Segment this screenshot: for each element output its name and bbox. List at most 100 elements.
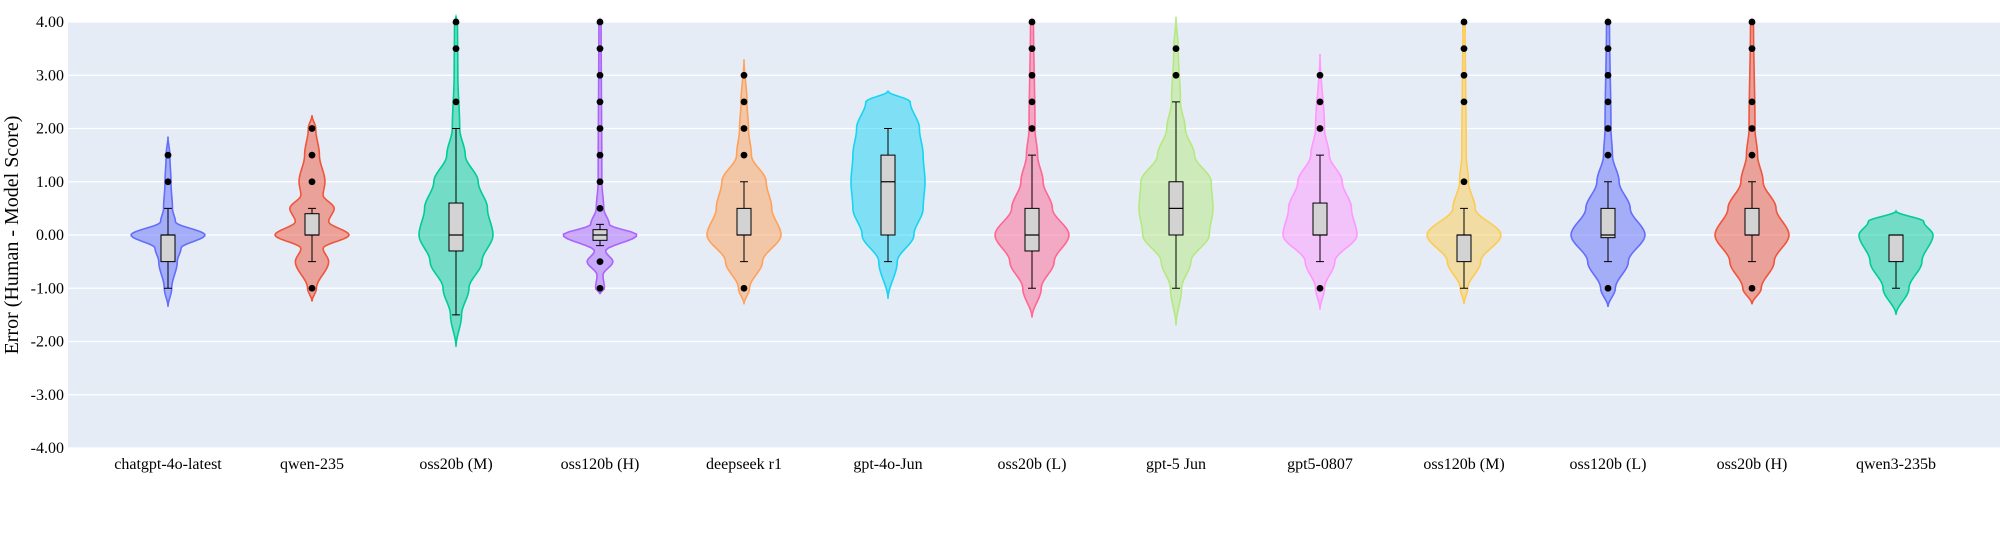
box-iqr [1024, 207, 1040, 252]
outlier-point [452, 98, 460, 106]
x-tick-label: deepseek r1 [706, 456, 782, 473]
violin-group [1570, 17, 1646, 308]
box-iqr [736, 207, 752, 236]
violin-group [1426, 17, 1502, 305]
violin-group [418, 13, 494, 347]
outlier-point [1316, 125, 1324, 132]
box-iqr [1744, 207, 1760, 236]
x-tick-label: oss20b (M) [419, 456, 492, 473]
x-tick-label: gpt5-0807 [1287, 456, 1353, 473]
box-iqr [304, 213, 320, 236]
y-tick-label: 2.00 [36, 121, 64, 138]
outlier-point [1748, 151, 1756, 159]
outlier-point [740, 71, 748, 79]
outlier-point [1604, 71, 1612, 79]
outlier-point [596, 45, 604, 53]
box-iqr [880, 154, 896, 236]
outlier-point [1028, 45, 1036, 53]
outlier-point [1748, 18, 1756, 26]
x-tick-label: oss20b (L) [998, 456, 1067, 473]
outlier-point [596, 178, 604, 186]
outlier-point [1604, 18, 1612, 26]
x-tick-label: oss120b (H) [561, 456, 640, 473]
outlier-point [596, 125, 604, 132]
box-iqr [1456, 234, 1472, 263]
outlier-point [1028, 71, 1036, 79]
box-iqr [448, 202, 464, 252]
outlier-point [1460, 18, 1468, 26]
outlier-point [452, 18, 460, 26]
violin-group [850, 90, 926, 299]
violin-group [274, 115, 350, 302]
violin-group [130, 136, 206, 307]
x-tick-label: qwen-235 [280, 456, 344, 473]
outlier-point [740, 284, 748, 292]
outlier-point [596, 204, 604, 212]
outlier-point [1460, 71, 1468, 79]
outlier-point [308, 178, 316, 186]
outlier-point [596, 258, 604, 266]
violins [130, 13, 1934, 347]
outlier-point [740, 125, 748, 132]
outlier-point [1460, 178, 1468, 186]
box-iqr [1888, 234, 1904, 263]
outlier-point [1172, 71, 1180, 79]
violin-group [994, 17, 1070, 318]
outlier-point [1604, 125, 1612, 132]
y-axis-title: Error (Human - Model Score) [1, 116, 23, 355]
x-tick-label: qwen3-235b [1856, 456, 1936, 473]
outlier-point [308, 284, 316, 292]
box-iqr [1600, 207, 1616, 239]
box-iqr [160, 234, 176, 263]
violin-group [562, 17, 638, 295]
y-tick-label: 1.00 [36, 174, 64, 191]
violin-group [1714, 17, 1790, 305]
outlier-point [1748, 284, 1756, 292]
outlier-point [164, 178, 172, 186]
outlier-point [164, 151, 172, 159]
outlier-point [1604, 284, 1612, 292]
y-axis-ticks: -4.00 -3.00 -2.00 -1.00 0.00 1.00 2.00 3.00 4.00 [31, 14, 64, 457]
box-iqr [1312, 202, 1328, 236]
y-tick-label: 3.00 [36, 67, 64, 84]
outlier-point [740, 151, 748, 159]
outlier-point [1028, 125, 1036, 132]
x-tick-label: gpt-4o-Jun [853, 456, 922, 473]
outlier-point [1604, 151, 1612, 159]
y-tick-label: 4.00 [36, 14, 64, 31]
outlier-point [1316, 98, 1324, 106]
y-tick-label: -2.00 [31, 334, 64, 351]
outlier-point [596, 151, 604, 159]
violin-group [1282, 53, 1358, 310]
x-axis-ticks: chatgpt-4o-latest qwen-235 oss20b (M) oss12… [114, 456, 1936, 473]
outlier-point [1172, 45, 1180, 53]
y-tick-label: -1.00 [31, 280, 64, 297]
outlier-point [740, 98, 748, 106]
outlier-point [596, 98, 604, 106]
outlier-point [308, 151, 316, 159]
outlier-point [1316, 71, 1324, 79]
outlier-point [1460, 98, 1468, 106]
outlier-point [1604, 45, 1612, 53]
outlier-point [452, 45, 460, 53]
x-tick-label: oss120b (M) [1423, 456, 1504, 473]
outlier-point [1028, 18, 1036, 26]
outlier-point [1316, 284, 1324, 292]
outlier-point [596, 284, 604, 292]
x-tick-label: oss120b (L) [1570, 456, 1647, 473]
outlier-point [1748, 125, 1756, 132]
y-tick-label: 0.00 [36, 227, 64, 244]
x-tick-label: oss20b (H) [1717, 456, 1788, 473]
x-tick-label: gpt-5 Jun [1146, 456, 1206, 473]
y-tick-label: -3.00 [31, 387, 64, 404]
outlier-point [596, 18, 604, 26]
outlier-point [596, 71, 604, 79]
outlier-point [1604, 98, 1612, 106]
outlier-point [1748, 45, 1756, 53]
x-tick-label: chatgpt-4o-latest [114, 456, 222, 473]
violin-group [1138, 16, 1214, 326]
violin-group [1858, 209, 1934, 315]
outlier-point [308, 125, 316, 132]
